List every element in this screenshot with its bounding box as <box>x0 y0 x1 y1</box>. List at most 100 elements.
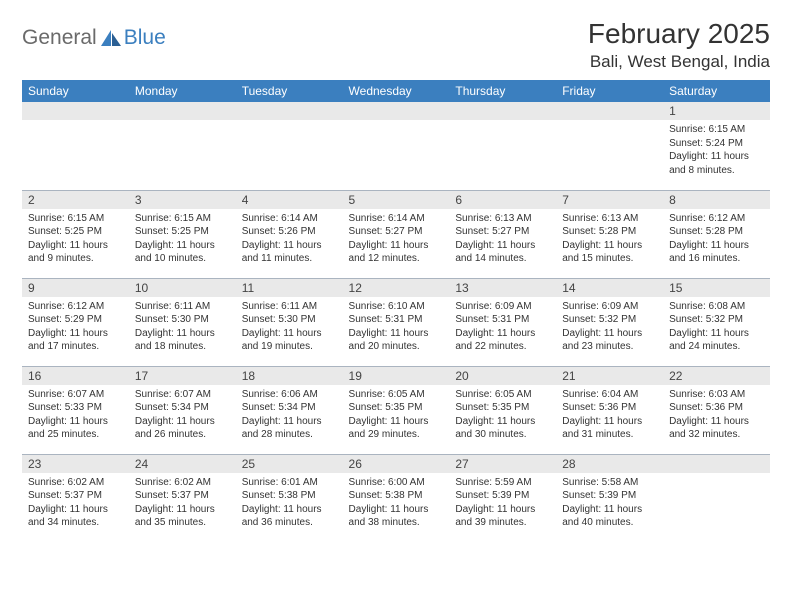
day-detail-line: Daylight: 11 hours <box>349 239 444 253</box>
day-detail-line: Daylight: 11 hours <box>349 503 444 517</box>
day-number: 18 <box>242 369 255 383</box>
day-header: Sunday <box>22 80 129 102</box>
day-details: Sunrise: 6:10 AMSunset: 5:31 PMDaylight:… <box>349 300 444 354</box>
day-number-row <box>449 102 556 120</box>
day-detail-line: and 11 minutes. <box>242 252 337 266</box>
day-detail-line: and 19 minutes. <box>242 340 337 354</box>
day-number <box>349 104 352 118</box>
calendar-cell <box>343 102 450 190</box>
day-detail-line: and 28 minutes. <box>242 428 337 442</box>
day-number-row: 18 <box>236 367 343 385</box>
calendar-week-row: 9 Sunrise: 6:12 AMSunset: 5:29 PMDaylight… <box>22 278 770 366</box>
day-details: Sunrise: 6:14 AMSunset: 5:26 PMDaylight:… <box>242 212 337 266</box>
day-detail-line: Sunrise: 6:05 AM <box>349 388 444 402</box>
day-details: Sunrise: 6:06 AMSunset: 5:34 PMDaylight:… <box>242 388 337 442</box>
day-detail-line: and 35 minutes. <box>135 516 230 530</box>
day-detail-line: and 16 minutes. <box>669 252 764 266</box>
day-detail-line: Sunset: 5:34 PM <box>135 401 230 415</box>
day-detail-line: and 40 minutes. <box>562 516 657 530</box>
day-number-row: 25 <box>236 455 343 473</box>
calendar-cell: 16 Sunrise: 6:07 AMSunset: 5:33 PMDayligh… <box>22 366 129 454</box>
day-number-row: 14 <box>556 279 663 297</box>
calendar-cell: 8Sunrise: 6:12 AMSunset: 5:28 PMDaylight… <box>663 190 770 278</box>
day-number-row: 2 <box>22 191 129 209</box>
day-number-row: 28 <box>556 455 663 473</box>
day-detail-line: Sunrise: 5:58 AM <box>562 476 657 490</box>
day-detail-line: and 15 minutes. <box>562 252 657 266</box>
day-number <box>562 104 565 118</box>
sail-icon <box>100 29 122 47</box>
day-number: 8 <box>669 193 676 207</box>
day-number-row: 13 <box>449 279 556 297</box>
calendar-cell: 20 Sunrise: 6:05 AMSunset: 5:35 PMDayligh… <box>449 366 556 454</box>
day-detail-line: Daylight: 11 hours <box>349 415 444 429</box>
day-detail-line: and 10 minutes. <box>135 252 230 266</box>
day-details: Sunrise: 6:05 AMSunset: 5:35 PMDaylight:… <box>455 388 550 442</box>
day-number: 16 <box>28 369 41 383</box>
day-number-row: 6 <box>449 191 556 209</box>
calendar-cell: 1Sunrise: 6:15 AMSunset: 5:24 PMDaylight… <box>663 102 770 190</box>
day-detail-line: Sunrise: 6:08 AM <box>669 300 764 314</box>
day-details: Sunrise: 5:59 AMSunset: 5:39 PMDaylight:… <box>455 476 550 530</box>
calendar-cell: 3Sunrise: 6:15 AMSunset: 5:25 PMDaylight… <box>129 190 236 278</box>
calendar-cell: 26Sunrise: 6:00 AMSunset: 5:38 PMDayligh… <box>343 454 450 542</box>
day-number-row: 11 <box>236 279 343 297</box>
day-number <box>669 457 672 471</box>
day-detail-line: Sunrise: 6:15 AM <box>669 123 764 137</box>
day-number: 21 <box>562 369 575 383</box>
day-number-row: 8 <box>663 191 770 209</box>
calendar-cell: 21Sunrise: 6:04 AMSunset: 5:36 PMDayligh… <box>556 366 663 454</box>
day-detail-line: Daylight: 11 hours <box>349 327 444 341</box>
day-detail-line: Daylight: 11 hours <box>242 327 337 341</box>
day-detail-line: Daylight: 11 hours <box>562 415 657 429</box>
day-detail-line: Sunset: 5:36 PM <box>562 401 657 415</box>
day-detail-line: Daylight: 11 hours <box>562 503 657 517</box>
day-detail-line: and 25 minutes. <box>28 428 123 442</box>
day-detail-line: Sunset: 5:25 PM <box>28 225 123 239</box>
day-details: Sunrise: 6:11 AMSunset: 5:30 PMDaylight:… <box>135 300 230 354</box>
day-detail-line: and 34 minutes. <box>28 516 123 530</box>
day-detail-line: Sunset: 5:28 PM <box>562 225 657 239</box>
day-detail-line: Sunrise: 6:00 AM <box>349 476 444 490</box>
day-detail-line: Sunrise: 6:06 AM <box>242 388 337 402</box>
day-detail-line: Sunset: 5:37 PM <box>135 489 230 503</box>
day-detail-line: Daylight: 11 hours <box>669 239 764 253</box>
day-number: 3 <box>135 193 142 207</box>
day-number-row: 23 <box>22 455 129 473</box>
day-details: Sunrise: 6:09 AMSunset: 5:31 PMDaylight:… <box>455 300 550 354</box>
day-number: 15 <box>669 281 682 295</box>
day-details: Sunrise: 6:05 AMSunset: 5:35 PMDaylight:… <box>349 388 444 442</box>
calendar-week-row: 16 Sunrise: 6:07 AMSunset: 5:33 PMDayligh… <box>22 366 770 454</box>
title-block: February 2025 Bali, West Bengal, India <box>588 18 770 72</box>
day-details: Sunrise: 6:12 AMSunset: 5:29 PMDaylight:… <box>28 300 123 354</box>
day-header: Wednesday <box>343 80 450 102</box>
day-detail-line: Daylight: 11 hours <box>669 415 764 429</box>
day-detail-line: Daylight: 11 hours <box>455 415 550 429</box>
day-header: Monday <box>129 80 236 102</box>
day-number-row: 4 <box>236 191 343 209</box>
day-number-row <box>556 102 663 120</box>
day-detail-line: and 26 minutes. <box>135 428 230 442</box>
calendar-cell: 9 Sunrise: 6:12 AMSunset: 5:29 PMDaylight… <box>22 278 129 366</box>
calendar-cell: 6Sunrise: 6:13 AMSunset: 5:27 PMDaylight… <box>449 190 556 278</box>
day-detail-line: Sunset: 5:25 PM <box>135 225 230 239</box>
day-number-row: 16 <box>22 367 129 385</box>
calendar-cell: 19Sunrise: 6:05 AMSunset: 5:35 PMDayligh… <box>343 366 450 454</box>
day-detail-line: Daylight: 11 hours <box>562 239 657 253</box>
day-detail-line: Sunset: 5:32 PM <box>669 313 764 327</box>
day-detail-line: Sunrise: 6:12 AM <box>28 300 123 314</box>
day-detail-line: Sunset: 5:39 PM <box>455 489 550 503</box>
day-number-row: 17 <box>129 367 236 385</box>
day-number: 9 <box>28 281 35 295</box>
day-detail-line: and 9 minutes. <box>28 252 123 266</box>
day-number: 27 <box>455 457 468 471</box>
day-detail-line: Daylight: 11 hours <box>562 327 657 341</box>
calendar-cell <box>22 102 129 190</box>
day-details: Sunrise: 6:08 AMSunset: 5:32 PMDaylight:… <box>669 300 764 354</box>
day-number-row: 26 <box>343 455 450 473</box>
calendar-cell: 13 Sunrise: 6:09 AMSunset: 5:31 PMDayligh… <box>449 278 556 366</box>
logo: General Blue <box>22 18 166 50</box>
day-number: 20 <box>455 369 468 383</box>
day-details: Sunrise: 6:07 AMSunset: 5:33 PMDaylight:… <box>28 388 123 442</box>
day-detail-line: and 39 minutes. <box>455 516 550 530</box>
